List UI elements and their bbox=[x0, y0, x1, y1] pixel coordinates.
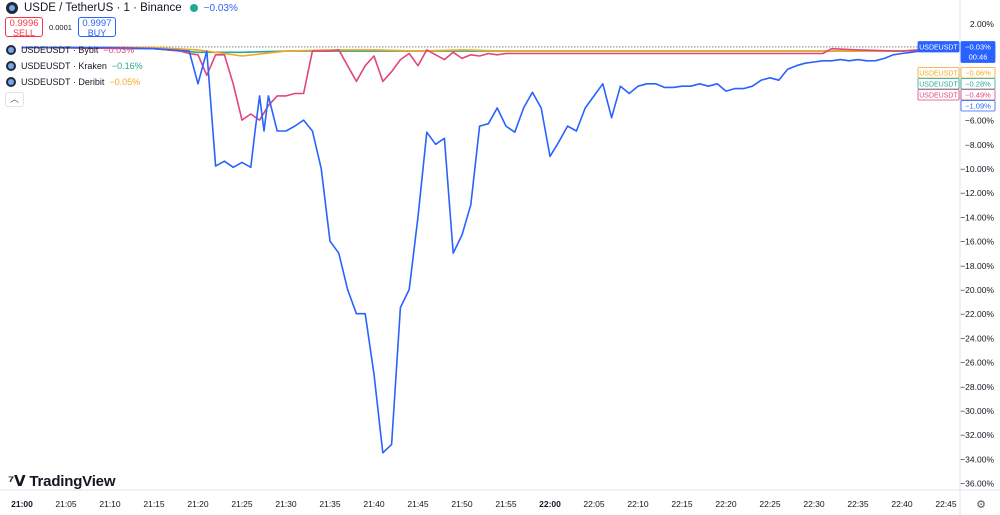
price-label-value: −0.03% bbox=[965, 43, 991, 52]
y-tick-label: −34.00% bbox=[960, 454, 994, 464]
sell-button[interactable]: 0.9996 SELL bbox=[5, 17, 43, 38]
price-label-value-box bbox=[960, 67, 996, 79]
y-tick-label: −18.00% bbox=[960, 261, 994, 271]
x-tick-label: 21:10 bbox=[99, 499, 121, 509]
price-label-symbol-box bbox=[917, 67, 960, 79]
y-tick-label: −6.00% bbox=[965, 116, 995, 126]
y-tick-label: −22.00% bbox=[960, 309, 994, 319]
x-tick-label: 22:05 bbox=[583, 499, 605, 509]
usde-coin-icon bbox=[6, 45, 16, 55]
legend-label: USDEUSDT · Deribit bbox=[21, 77, 105, 87]
chart-header: USDE / TetherUS · 1 · Binance −0.03% bbox=[6, 2, 238, 14]
y-tick-label: −20.00% bbox=[960, 285, 994, 295]
y-tick-label: −14.00% bbox=[960, 212, 994, 222]
tradingview-mark-icon: ⁷𝗩 bbox=[8, 473, 26, 490]
buy-label: BUY bbox=[87, 28, 107, 38]
price-label-symbol: USDEUSDT bbox=[919, 82, 958, 89]
y-tick-label: −24.00% bbox=[960, 333, 994, 343]
market-status-icon bbox=[189, 4, 198, 12]
legend-row-bybit[interactable]: USDEUSDT · Bybit −0.03% bbox=[6, 45, 134, 55]
y-tick-label: −28.00% bbox=[960, 382, 994, 392]
chevron-up-icon: ︿ bbox=[9, 94, 19, 104]
x-tick-label: 21:30 bbox=[275, 499, 297, 509]
sell-label: SELL bbox=[12, 28, 36, 38]
tradingview-wordmark: TradingView bbox=[29, 472, 116, 490]
x-tick-label: 22:40 bbox=[891, 499, 913, 509]
price-label-value: −0.06% bbox=[965, 69, 991, 78]
buy-price: 0.9997 bbox=[82, 18, 112, 29]
symbol-title[interactable]: USDE / TetherUS · 1 · Binance bbox=[24, 2, 182, 14]
price-label-value-box bbox=[960, 78, 996, 90]
x-tick-label: 21:00 bbox=[11, 499, 33, 509]
x-tick-label: 22:20 bbox=[715, 499, 737, 509]
legend-value: −0.05% bbox=[109, 77, 141, 87]
y-tick-label: −36.00% bbox=[960, 479, 994, 489]
legend-row-kraken[interactable]: USDEUSDT · Kraken −0.16% bbox=[6, 61, 143, 71]
x-tick-label: 21:50 bbox=[451, 499, 473, 509]
legend-row-deribit[interactable]: USDEUSDT · Deribit −0.05% bbox=[6, 77, 140, 87]
x-tick-label: 21:35 bbox=[319, 499, 341, 509]
x-tick-label: 21:20 bbox=[187, 499, 209, 509]
y-tick-label: −32.00% bbox=[960, 430, 994, 440]
x-tick-label: 22:45 bbox=[935, 499, 957, 509]
settings-gear-icon[interactable]: ⚙ bbox=[976, 499, 986, 511]
series-line-bybit bbox=[21, 46, 947, 121]
series-line-deribit bbox=[22, 46, 947, 57]
x-tick-label: 22:25 bbox=[759, 499, 781, 509]
price-label-symbol-box bbox=[917, 78, 960, 90]
y-tick-label: −30.00% bbox=[960, 406, 994, 416]
x-tick-label: 22:00 bbox=[539, 499, 561, 509]
y-tick-label: −16.00% bbox=[960, 237, 994, 247]
y-tick-label: 2.00% bbox=[970, 19, 995, 29]
x-tick-label: 22:30 bbox=[803, 499, 825, 509]
price-label-value-box bbox=[960, 100, 996, 112]
price-label-symbol-box bbox=[917, 41, 960, 53]
buy-button[interactable]: 0.9997 BUY bbox=[77, 17, 116, 38]
price-label-symbol: USDEUSDT bbox=[919, 93, 958, 100]
price-label-value: −0.49% bbox=[965, 91, 991, 100]
legend-label: USDEUSDT · Kraken bbox=[21, 61, 107, 71]
usde-coin-icon bbox=[6, 61, 16, 71]
tradingview-logo: ⁷𝗩 TradingView bbox=[8, 472, 116, 491]
x-tick-label: 21:45 bbox=[407, 499, 429, 509]
x-tick-label: 21:55 bbox=[495, 499, 517, 509]
price-label-value-box bbox=[960, 89, 996, 101]
legend-label: USDEUSDT · Bybit bbox=[21, 45, 99, 55]
y-tick-label: −12.00% bbox=[960, 188, 994, 198]
price-label-symbol: USDEUSDT bbox=[919, 45, 958, 52]
x-tick-label: 21:15 bbox=[143, 499, 165, 509]
legend-value: −0.16% bbox=[111, 61, 143, 71]
price-label-symbol-box bbox=[917, 89, 960, 101]
legend-value: −0.03% bbox=[103, 45, 135, 55]
series-line-usdeusdt bbox=[22, 46, 947, 454]
x-tick-label: 21:25 bbox=[231, 499, 253, 509]
price-label-countdown: 00:46 bbox=[969, 53, 988, 62]
usde-coin-icon bbox=[6, 77, 16, 87]
sell-price: 0.9996 bbox=[9, 18, 39, 29]
x-tick-label: 21:05 bbox=[55, 499, 77, 509]
x-tick-label: 21:40 bbox=[363, 499, 385, 509]
usde-coin-icon bbox=[6, 2, 18, 14]
y-tick-label: −10.00% bbox=[960, 164, 994, 174]
x-tick-label: 22:10 bbox=[627, 499, 649, 509]
price-label-value: −1.09% bbox=[965, 102, 991, 111]
spread-value: 0.0001 bbox=[49, 22, 72, 32]
header-change: −0.03% bbox=[203, 2, 238, 14]
x-tick-label: 22:15 bbox=[671, 499, 693, 509]
price-label-value: −0.28% bbox=[965, 80, 991, 89]
y-tick-label: −8.00% bbox=[965, 140, 995, 150]
price-label-value-box bbox=[960, 41, 996, 63]
collapse-legend-button[interactable]: ︿ bbox=[5, 92, 24, 107]
y-tick-label: −26.00% bbox=[960, 358, 994, 368]
trade-panel: 0.9996 SELL 0.0001 0.9997 BUY bbox=[5, 17, 116, 38]
price-label-symbol: USDEUSDT bbox=[919, 71, 958, 78]
x-tick-label: 22:35 bbox=[847, 499, 869, 509]
